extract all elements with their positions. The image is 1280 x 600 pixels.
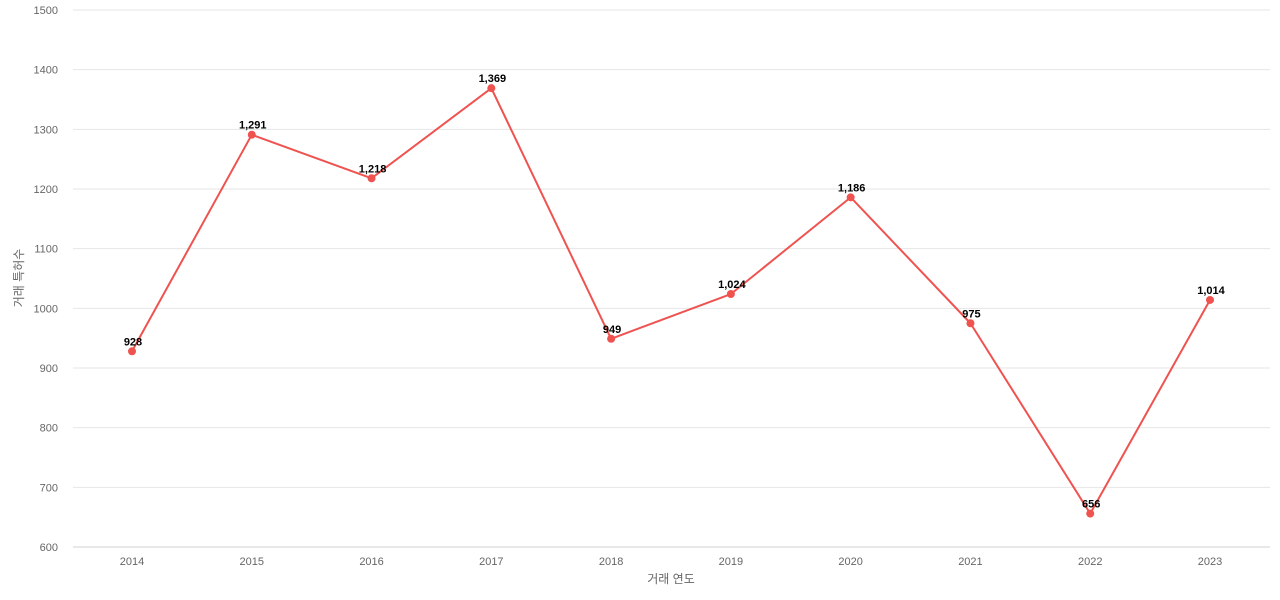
- data-point[interactable]: [247, 130, 256, 139]
- y-tick-label: 600: [40, 542, 58, 554]
- data-point[interactable]: [607, 334, 616, 343]
- data-point[interactable]: [1206, 295, 1214, 304]
- data-label: 949: [603, 324, 621, 336]
- data-label: 1,369: [479, 73, 507, 85]
- y-tick-label: 1100: [34, 244, 58, 256]
- x-tick-label: 2014: [120, 556, 144, 568]
- data-label: 1,014: [1197, 285, 1225, 297]
- data-point[interactable]: [128, 347, 136, 356]
- y-tick-label: 1000: [34, 303, 58, 315]
- data-point[interactable]: [966, 319, 975, 328]
- y-tick-label: 700: [40, 482, 58, 494]
- y-tick-label: 1300: [34, 124, 58, 136]
- x-tick-label: 2022: [1078, 556, 1102, 568]
- data-point[interactable]: [487, 84, 496, 93]
- y-tick-label: 900: [40, 363, 58, 375]
- data-point[interactable]: [846, 193, 855, 202]
- x-tick-label: 2023: [1198, 556, 1222, 568]
- y-tick-label: 1200: [34, 184, 58, 196]
- data-label: 928: [124, 336, 142, 348]
- data-label: 975: [962, 308, 980, 320]
- data-point[interactable]: [726, 290, 735, 299]
- x-tick-label: 2020: [838, 556, 862, 568]
- x-tick-label: 2018: [599, 556, 623, 568]
- data-label: 1,024: [718, 279, 746, 291]
- series-line: [131, 87, 1211, 515]
- data-label: 1,291: [239, 120, 267, 132]
- data-label: 1,218: [359, 163, 387, 175]
- data-point[interactable]: [367, 174, 376, 183]
- y-tick-label: 800: [40, 423, 58, 435]
- y-axis-title: 거래 특허수: [12, 249, 26, 308]
- x-axis-ticks: 2014 2015 2016 2017 2018 2019 2020 2021 2022 2023: [120, 556, 1222, 568]
- y-tick-label: 1500: [34, 5, 58, 17]
- x-axis-title: 거래 연도: [647, 572, 695, 586]
- x-tick-label: 2019: [719, 556, 743, 568]
- data-point[interactable]: [1086, 509, 1095, 518]
- x-tick-label: 2016: [359, 556, 383, 568]
- y-axis-ticks: 600 700 800 900 1000 1100 1200 1300 1400 1500: [34, 5, 58, 554]
- x-tick-label: 2015: [240, 556, 264, 568]
- data-label: 656: [1082, 499, 1100, 511]
- y-tick-label: 1400: [34, 65, 58, 77]
- data-labels: 928 1,291 1,218 1,369 949 1,024 1,186 975 656 1,0…: [124, 73, 1226, 510]
- series-group: [128, 84, 1214, 518]
- x-tick-label: 2021: [958, 556, 982, 568]
- gridlines: [73, 9, 1270, 548]
- data-label: 1,186: [838, 182, 866, 194]
- x-tick-label: 2017: [479, 556, 503, 568]
